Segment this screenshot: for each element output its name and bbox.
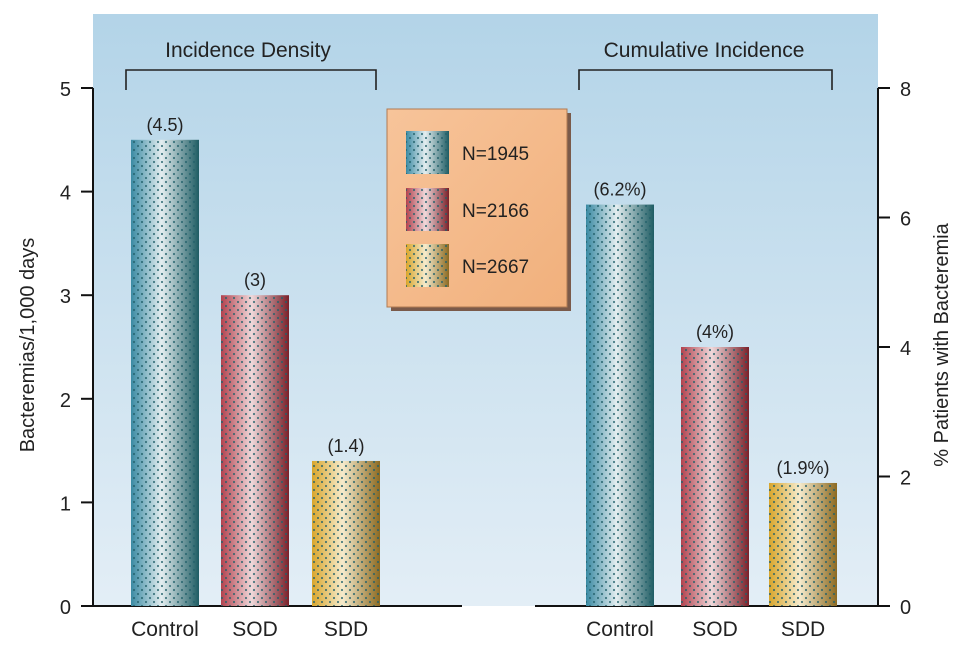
left-bar-sod-texture: [221, 295, 289, 606]
left-category-label-sdd: SDD: [324, 618, 368, 641]
chart-marks: 0 1 2 3 4 5 (4.5) Control (3) SOD (1.4) SDD 0 2 4 6 8 (6.…: [60, 79, 911, 641]
right-y-tick-label-6: 6: [900, 209, 911, 231]
left-y-tick-label-4: 4: [60, 183, 71, 205]
cumulative-incidence-bracket: [578, 69, 833, 90]
right-y-tick-label-8: 8: [900, 79, 911, 101]
left-y-tick-label-2: 2: [60, 390, 71, 412]
right-category-label-control: Control: [586, 618, 654, 641]
legend-swatch-2-dots: [406, 188, 449, 231]
right-y-tick-label-0: 0: [900, 597, 911, 619]
left-y-tick-label-0: 0: [60, 597, 71, 619]
legend-label-2: N=2166: [462, 201, 529, 222]
right-data-label-sod: (4%): [696, 322, 734, 342]
right-y-tick-label-2: 2: [900, 468, 911, 490]
right-y-tick-label-4: 4: [900, 338, 911, 360]
right-bar-sod-texture: [681, 347, 749, 606]
cumulative-incidence-title: Cumulative Incidence: [604, 39, 805, 62]
right-category-label-sod: SOD: [692, 618, 738, 641]
right-category-label-sdd: SDD: [781, 618, 825, 641]
left-bar-sdd-texture: [312, 460, 380, 606]
right-bar-control-texture: [586, 204, 654, 607]
left-data-label-sdd: (1.4): [327, 436, 364, 456]
legend-label-1: N=1945: [462, 144, 529, 165]
left-category-label-sod: SOD: [232, 618, 278, 641]
right-data-label-control: (6.2%): [593, 180, 646, 200]
left-data-label-control: (4.5): [146, 115, 183, 135]
right-data-label-sdd: (1.9%): [776, 458, 829, 478]
incidence-density-title: Incidence Density: [165, 39, 331, 62]
left-bar-control-texture: [131, 139, 199, 607]
left-y-tick-label-5: 5: [60, 79, 71, 101]
left-y-tick-label-3: 3: [60, 286, 71, 308]
legend-label-3: N=2667: [462, 257, 529, 278]
left-y-axis-label: Bacteremias/1,000 days: [17, 238, 39, 453]
incidence-density-bracket: [125, 69, 377, 90]
right-y-axis-label: % Patients with Bacteremia: [931, 222, 953, 466]
legend-swatch-1-dots: [406, 131, 449, 174]
legend-swatch-3-dots: [406, 244, 449, 287]
left-data-label-sod: (3): [244, 270, 266, 290]
left-y-tick-label-1: 1: [60, 493, 71, 515]
right-bar-sdd-texture: [769, 482, 837, 606]
legend: N=1945 N=2166 N=2667: [386, 108, 571, 311]
left-category-label-control: Control: [131, 618, 199, 641]
